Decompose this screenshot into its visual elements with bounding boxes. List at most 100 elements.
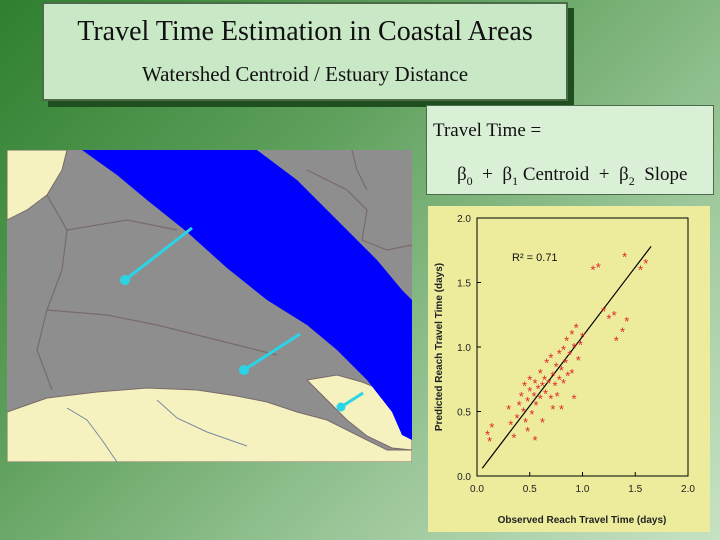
- map-svg: [7, 150, 412, 462]
- x-tick-label: 2.0: [681, 484, 695, 495]
- data-point: *: [519, 389, 524, 404]
- data-point: *: [565, 368, 570, 383]
- data-point: *: [612, 308, 617, 323]
- beta-0-symbol: β: [457, 164, 467, 185]
- slope-term: Slope: [634, 164, 688, 185]
- data-point: *: [567, 348, 572, 363]
- data-point: *: [569, 366, 574, 381]
- y-tick-label: 2.0: [457, 214, 471, 225]
- data-point: *: [561, 343, 566, 358]
- y-tick-label: 0.0: [457, 472, 471, 483]
- y-tick-label: 1.5: [457, 279, 471, 290]
- r-squared-label: R² = 0.71: [512, 252, 558, 264]
- data-point: *: [559, 363, 564, 378]
- x-tick-label: 0.0: [470, 484, 484, 495]
- title-box: Travel Time Estimation in Coastal Areas …: [42, 2, 568, 101]
- plus-sign: +: [472, 164, 503, 185]
- y-axis-label: Predicted Reach Travel Time (days): [434, 263, 445, 431]
- data-point: *: [515, 411, 520, 426]
- data-point: *: [550, 368, 555, 383]
- data-point: *: [532, 433, 537, 448]
- y-tick-label: 1.0: [457, 343, 471, 354]
- x-axis-label: Observed Reach Travel Time (days): [498, 515, 667, 526]
- data-point: *: [532, 376, 537, 391]
- data-point: *: [553, 379, 558, 394]
- equation-lhs: Travel Time =: [433, 120, 542, 141]
- x-tick-label: 1.5: [628, 484, 642, 495]
- data-point: *: [538, 392, 543, 407]
- data-point: *: [638, 263, 643, 278]
- data-point: *: [564, 334, 569, 349]
- data-point: *: [563, 355, 568, 370]
- x-tick-label: 1.0: [576, 484, 590, 495]
- lowland-area-southwest: [7, 387, 412, 462]
- data-point: *: [557, 372, 562, 387]
- data-point: *: [527, 384, 532, 399]
- data-point: *: [555, 389, 560, 404]
- data-point: *: [601, 304, 606, 319]
- equation-rhs: β0 + β1 Centroid + β2 Slope: [457, 164, 687, 189]
- centroid-term: Centroid +: [518, 164, 620, 185]
- data-point: *: [574, 321, 579, 336]
- data-point: *: [508, 417, 513, 432]
- data-point: *: [606, 312, 611, 327]
- data-point: *: [591, 263, 596, 278]
- data-point: *: [525, 424, 530, 439]
- data-point: *: [548, 392, 553, 407]
- data-point: *: [548, 350, 553, 365]
- slide-title: Travel Time Estimation in Coastal Areas: [77, 16, 533, 47]
- data-point: *: [534, 398, 539, 413]
- beta-1-symbol: β: [502, 164, 513, 185]
- data-point: *: [550, 402, 555, 417]
- data-point: *: [580, 330, 585, 345]
- data-point: *: [506, 402, 511, 417]
- slide-subtitle: Watershed Centroid / Estuary Distance: [141, 62, 469, 86]
- watershed-map: [7, 150, 412, 462]
- data-point: *: [559, 402, 564, 417]
- equation-box: Travel Time = β0 + β1 Centroid + β2 Slop…: [426, 105, 714, 195]
- regression-line: [481, 246, 652, 469]
- data-point: *: [578, 337, 583, 352]
- data-point: *: [485, 428, 490, 443]
- beta-2-symbol: β: [619, 164, 629, 185]
- data-point: *: [489, 420, 494, 435]
- data-point: *: [569, 327, 574, 342]
- beta-2-subscript: 2: [628, 173, 635, 188]
- data-point: *: [540, 379, 545, 394]
- data-point: *: [542, 372, 547, 387]
- beta-0-subscript: 0: [466, 173, 473, 188]
- data-point: *: [540, 415, 545, 430]
- scatter-chart-panel: R² = 0.71 Predicted Reach Travel Time (d…: [428, 206, 710, 532]
- centroid-connectors: [120, 226, 364, 412]
- data-point: *: [572, 340, 577, 355]
- data-point: *: [487, 434, 492, 449]
- data-point: *: [572, 392, 577, 407]
- data-point: *: [521, 405, 526, 420]
- data-point: *: [554, 359, 559, 374]
- data-point: *: [517, 398, 522, 413]
- data-point: *: [557, 346, 562, 361]
- data-point: *: [538, 366, 543, 381]
- data-point: *: [536, 381, 541, 396]
- x-tick-label: 0.5: [523, 484, 537, 495]
- data-point: *: [543, 386, 548, 401]
- data-point: *: [622, 250, 627, 265]
- data-point: *: [531, 389, 536, 404]
- data-point: *: [529, 407, 534, 422]
- estuary-water: [82, 150, 412, 440]
- data-point: *: [614, 334, 619, 349]
- y-tick-label: 0.5: [457, 408, 471, 419]
- data-point: *: [643, 256, 648, 271]
- data-point: *: [596, 260, 601, 275]
- data-point: *: [561, 376, 566, 391]
- data-point: *: [527, 372, 532, 387]
- data-point: *: [624, 314, 629, 329]
- beta-1-subscript: 1: [512, 173, 519, 188]
- data-point: *: [523, 415, 528, 430]
- data-point: *: [544, 355, 549, 370]
- data-point: *: [525, 394, 530, 409]
- scatter-chart: R² = 0.71 Predicted Reach Travel Time (d…: [434, 214, 695, 526]
- data-point: *: [522, 379, 527, 394]
- data-point: *: [576, 353, 581, 368]
- data-point: *: [511, 430, 516, 445]
